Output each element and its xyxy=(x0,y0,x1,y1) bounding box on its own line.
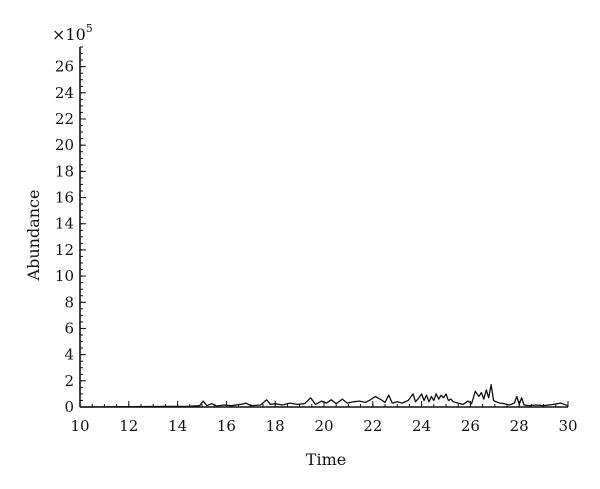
y-tick-label: 10 xyxy=(55,267,74,285)
x-tick-label: 18 xyxy=(266,417,285,435)
y-tick-label: 2 xyxy=(64,372,74,390)
y-axis-title: Abundance xyxy=(24,190,43,282)
y-tick-label: 18 xyxy=(55,162,74,180)
x-tick-label: 30 xyxy=(558,417,577,435)
x-tick-label: 16 xyxy=(217,417,236,435)
y-tick-label: 16 xyxy=(55,189,74,207)
y-tick-label: 26 xyxy=(55,58,74,76)
y-tick-label: 22 xyxy=(55,110,74,128)
x-tick-label: 10 xyxy=(70,417,89,435)
x-tick-label: 12 xyxy=(119,417,138,435)
series-line xyxy=(79,384,569,408)
x-tick-label: 24 xyxy=(412,417,431,435)
y-multiplier-label: ×105 xyxy=(52,22,93,44)
x-tick-label: 22 xyxy=(363,417,382,435)
x-axis-title: Time xyxy=(306,450,346,469)
y-tick-label: 20 xyxy=(55,136,74,154)
y-tick-label: 24 xyxy=(55,84,74,102)
series-layer xyxy=(79,384,569,408)
y-tick-label: 6 xyxy=(64,319,74,337)
x-tick-label: 28 xyxy=(510,417,529,435)
x-tick-label: 20 xyxy=(314,417,333,435)
y-tick-label: 0 xyxy=(64,398,74,416)
y-tick-label: 4 xyxy=(64,346,74,364)
y-tick-label: 12 xyxy=(55,241,74,259)
y-multiplier-base: ×10 xyxy=(52,25,86,44)
y-tick-label: 8 xyxy=(64,293,74,311)
x-tick-label: 14 xyxy=(168,417,187,435)
y-multiplier-exponent: 5 xyxy=(86,22,93,35)
y-tick-label: 14 xyxy=(55,215,74,233)
x-tick-label: 26 xyxy=(461,417,480,435)
